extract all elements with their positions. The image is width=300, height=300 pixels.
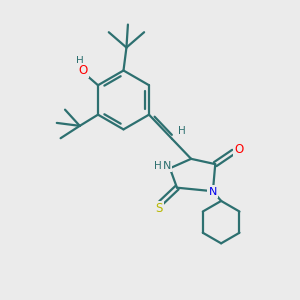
Text: H: H	[178, 126, 185, 136]
Text: H: H	[154, 161, 161, 171]
Text: O: O	[78, 64, 87, 77]
Text: S: S	[156, 202, 163, 215]
Text: N: N	[163, 161, 171, 171]
Text: N: N	[209, 187, 217, 197]
Text: O: O	[234, 143, 243, 156]
Text: H: H	[76, 56, 84, 66]
